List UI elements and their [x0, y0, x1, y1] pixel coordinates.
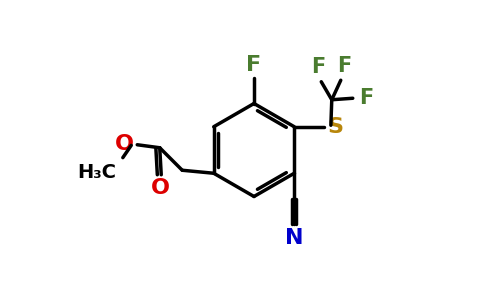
Text: F: F — [246, 55, 261, 75]
Text: O: O — [151, 178, 170, 198]
Text: O: O — [115, 134, 134, 154]
Text: F: F — [311, 57, 325, 77]
Text: F: F — [359, 88, 373, 108]
Text: N: N — [285, 228, 303, 248]
Text: F: F — [337, 56, 351, 76]
Text: H₃C: H₃C — [77, 163, 116, 182]
Text: S: S — [328, 117, 344, 137]
